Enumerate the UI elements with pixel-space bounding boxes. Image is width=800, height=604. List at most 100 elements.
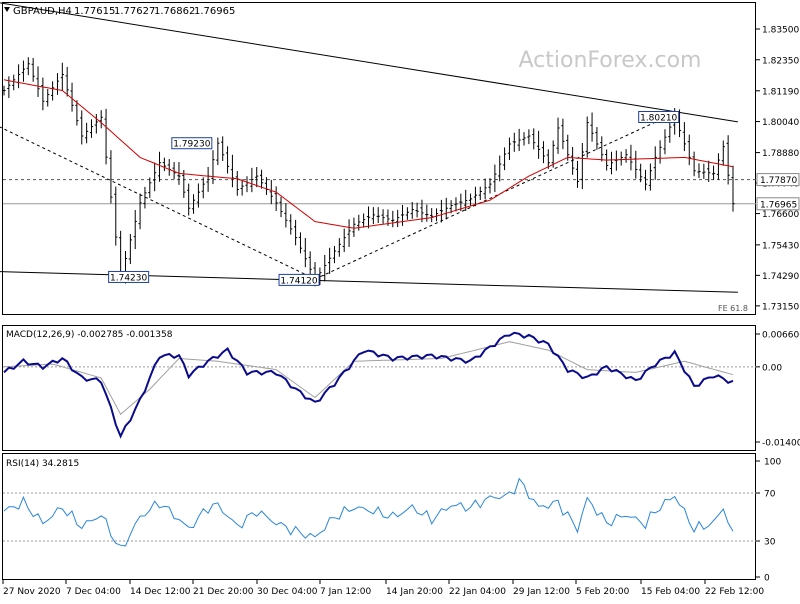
rsi-tick-label: 70 [764, 490, 776, 500]
price-bar [551, 140, 555, 168]
price-bar [157, 151, 162, 182]
price-bar [294, 219, 298, 246]
price-bar [191, 194, 196, 214]
price-bar [298, 232, 303, 254]
price-bar [89, 119, 94, 138]
header-open: 1.77615 [74, 6, 115, 17]
price-tick-label: 1.74290 [762, 272, 799, 282]
price-bar [230, 154, 235, 188]
price-bar [148, 177, 152, 198]
price-tick-label: 1.81190 [762, 87, 799, 97]
trendline-3 [314, 112, 675, 280]
price-bar [493, 164, 497, 193]
price-bar [381, 209, 385, 224]
price-tick-label: 1.82350 [762, 56, 799, 66]
annotation-label: 1.80210 [640, 114, 677, 124]
price-bar [235, 170, 239, 196]
trendlines [0, 2, 738, 293]
current-price-box [756, 197, 800, 211]
price-bar [697, 163, 701, 178]
price-bar [483, 178, 487, 200]
price-bar [687, 134, 691, 166]
price-bar [60, 62, 64, 91]
rsi-panel-frame [2, 453, 756, 580]
price-bar [75, 100, 79, 126]
price-bar [682, 122, 686, 152]
rsi-level-lines [3, 492, 756, 542]
price-bar [391, 210, 395, 228]
price-bar [31, 57, 35, 82]
collapse-triangle-icon[interactable] [4, 7, 10, 12]
macd-tick-label: 0.006606 [762, 331, 800, 341]
price-bar [308, 251, 312, 276]
price-annotation: 1.79230 [171, 137, 213, 150]
price-bar [716, 153, 721, 180]
macd-signal-line [3, 341, 734, 416]
price-bar [527, 129, 531, 145]
fe-label: FE 61.8 [718, 304, 748, 313]
price-bar [109, 150, 113, 204]
price-bar [128, 233, 132, 265]
price-axis: 1.835001.823501.811901.800401.788801.777… [756, 26, 800, 312]
price-bar [221, 136, 225, 161]
time-tick-label: 7 Dec 04:00 [66, 587, 121, 597]
price-bar [65, 66, 69, 97]
price-bar [104, 108, 108, 165]
price-bar [541, 141, 546, 164]
price-bar [556, 117, 560, 154]
time-tick-label: 22 Feb 12:00 [705, 587, 764, 597]
header-high: 1.77627 [114, 6, 155, 17]
price-bar [114, 186, 118, 246]
time-tick-label: 14 Jan 20:00 [386, 587, 443, 597]
price-bar [566, 134, 570, 161]
price-bar [396, 209, 400, 228]
macd-panel-frame [2, 325, 756, 451]
price-bar [707, 160, 711, 182]
moving-average-line [3, 79, 734, 229]
time-axis: 27 Nov 2020 7 Dec 04:00 14 Dec 12:00 21 Dec… [2, 580, 764, 597]
header-low: 1.76862 [154, 6, 195, 17]
price-bar [303, 237, 307, 268]
price-bar [590, 112, 594, 142]
annotation-box [638, 111, 680, 124]
price-bar [259, 169, 264, 189]
price-bar [366, 206, 371, 229]
price-tick-label: 1.78880 [762, 149, 799, 159]
rsi-tick-label: 100 [764, 458, 781, 468]
price-bar [138, 193, 142, 230]
price-bar [585, 116, 589, 158]
price-bar [332, 246, 337, 264]
price-bar [507, 137, 512, 160]
price-bar [532, 128, 536, 150]
price-tick-label: 1.80040 [762, 118, 799, 128]
price-bar [371, 207, 375, 225]
price-bar [26, 57, 30, 76]
price-bar [517, 128, 521, 152]
price-tick-label: 1.83500 [762, 26, 799, 36]
price-bar [328, 247, 332, 275]
price-bar [454, 197, 458, 212]
rsi-label: RSI(14) 34.2815 [6, 459, 79, 469]
price-bar [201, 177, 205, 199]
rsi-tick-label: 30 [764, 538, 776, 548]
price-bar [162, 157, 166, 172]
price-bar [580, 142, 584, 190]
price-bar [575, 160, 580, 188]
watermark-text: ActionForex.com [519, 48, 702, 73]
price-bar [143, 186, 147, 209]
annotation-label: 1.74230 [110, 273, 147, 283]
chart-header: GBPAUD,H4 1.77615 1.77627 1.76862 1.7696… [13, 6, 235, 17]
price-reference-lines [3, 179, 756, 205]
price-bar [571, 146, 575, 175]
price-bar [444, 197, 448, 220]
price-bar [94, 114, 98, 134]
price-bar [55, 73, 60, 95]
price-bar [352, 217, 356, 237]
header-symbol: GBPAUD,H4 [13, 6, 72, 17]
price-annotations: 1.79230 1.74230 1.74120 1.80210 [108, 111, 680, 286]
price-bar [274, 186, 278, 212]
price-bar [400, 204, 405, 226]
price-bar [133, 210, 137, 250]
price-bar [488, 178, 492, 194]
